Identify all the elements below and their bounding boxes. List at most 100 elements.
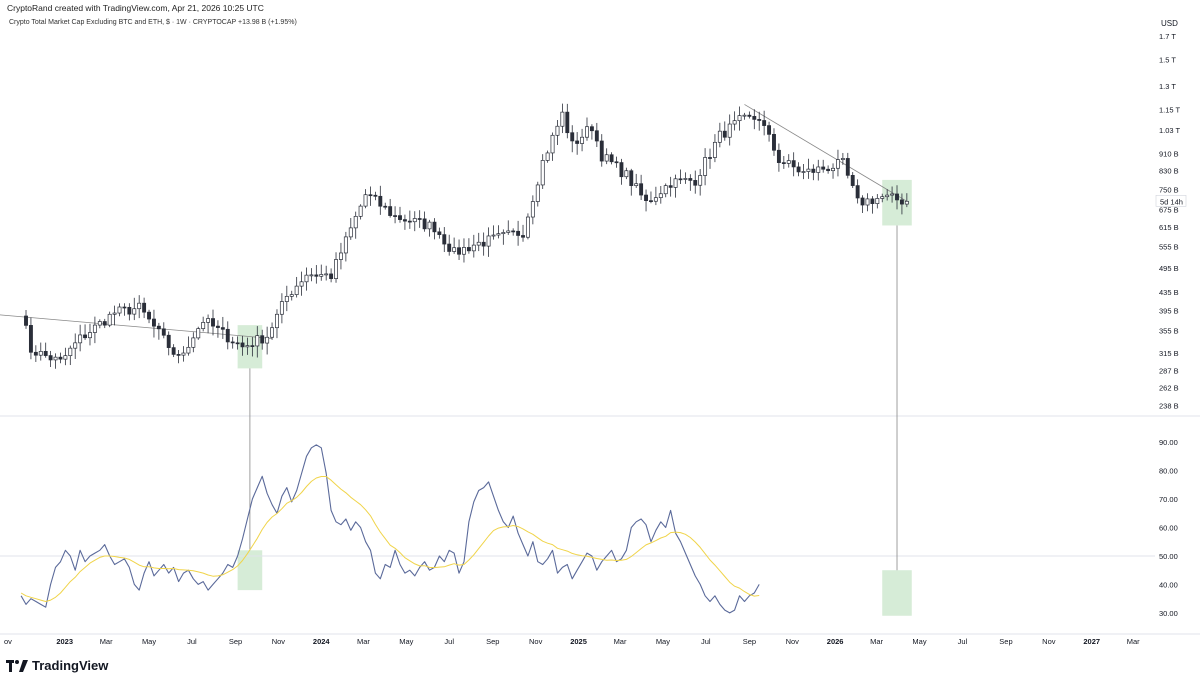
candle-body [220,327,225,330]
candle-body [895,193,899,201]
candle [717,122,722,148]
candle [850,172,855,188]
candle-body [506,230,511,233]
candle-body [58,356,63,360]
candle-body [284,295,289,302]
candle-body [383,205,388,208]
time-tick-label: May [142,637,156,646]
candle [289,290,294,301]
candle [885,189,890,201]
candle [176,350,181,364]
candle-body [43,351,48,356]
rsi-line [20,444,760,614]
candle [427,219,432,237]
candle-body [319,274,324,277]
candle-body [663,185,668,195]
candle-body [422,218,427,230]
candle [629,168,634,196]
time-tick-label: 2025 [570,637,587,646]
time-tick-label: May [399,637,413,646]
candle-body [678,178,683,181]
candle [319,264,324,281]
candle [33,345,38,362]
candle [378,185,383,215]
candle [112,305,117,326]
candle-body [348,227,353,238]
candle-body [717,130,722,143]
rsi-moving-average-line [20,476,760,602]
candle-body [899,199,904,205]
candle-body [471,244,476,252]
candle [417,210,422,228]
candle [132,297,137,321]
pane-separators [0,415,1200,557]
candle-body [811,168,816,173]
candle-body [629,170,634,186]
candle [122,303,127,316]
candle-body [127,306,132,315]
candle-body [737,115,742,122]
candle-body [757,119,762,121]
candle-body [816,166,821,173]
candle [63,347,68,366]
candle-body [378,195,383,207]
candle-body [732,120,737,125]
candle [624,167,629,180]
candle-body [92,324,97,333]
candle-body [806,168,811,172]
candle-body [860,197,865,206]
candle-body [688,178,693,181]
candle [309,268,314,282]
price-tick-label: 910 B [1159,149,1179,158]
time-tick-label: Nov [1042,637,1056,646]
candle-body [722,130,727,138]
candle-body [206,318,211,323]
candle-body [88,332,92,339]
symbol-legend[interactable]: Crypto Total Market Cap Excluding BTC an… [9,19,297,26]
candle-body [801,171,806,173]
candle [535,181,540,207]
candle [363,189,368,209]
price-tick-label: 287 B [1159,366,1179,375]
candle [191,332,196,353]
candle [840,152,845,165]
candle [521,224,525,242]
tradingview-logo[interactable]: TradingView [6,658,108,673]
candle [466,238,471,254]
candle-body [181,352,186,356]
candle [491,225,496,240]
candle [776,143,781,172]
candle [334,252,338,283]
candle [137,295,142,319]
countdown-badge-bg [1155,195,1187,207]
candle-body [870,198,875,204]
time-tick-label: Nov [786,637,800,646]
candle [575,132,580,155]
candle-body [225,328,230,343]
candle [230,336,235,349]
candle [688,174,693,191]
candle-body [299,281,304,287]
candle [343,231,348,262]
candle-body [73,342,78,349]
candle-body [703,157,708,176]
candle [506,220,511,235]
price-tick-label: 495 B [1159,264,1179,273]
candle-body [791,160,796,168]
candle-body [516,230,521,236]
candle [649,191,653,204]
candle-body [215,325,220,328]
candle-body [594,130,599,142]
time-tick-label: 2024 [313,637,331,646]
candle-body [624,170,629,178]
candle [673,174,678,198]
candle [73,333,78,359]
price-tick-label: 395 B [1159,306,1179,315]
candle-body [240,342,245,348]
candle [92,316,97,344]
candle [801,164,806,180]
candle-body [324,273,329,276]
candle [24,310,28,329]
candle [260,329,265,350]
